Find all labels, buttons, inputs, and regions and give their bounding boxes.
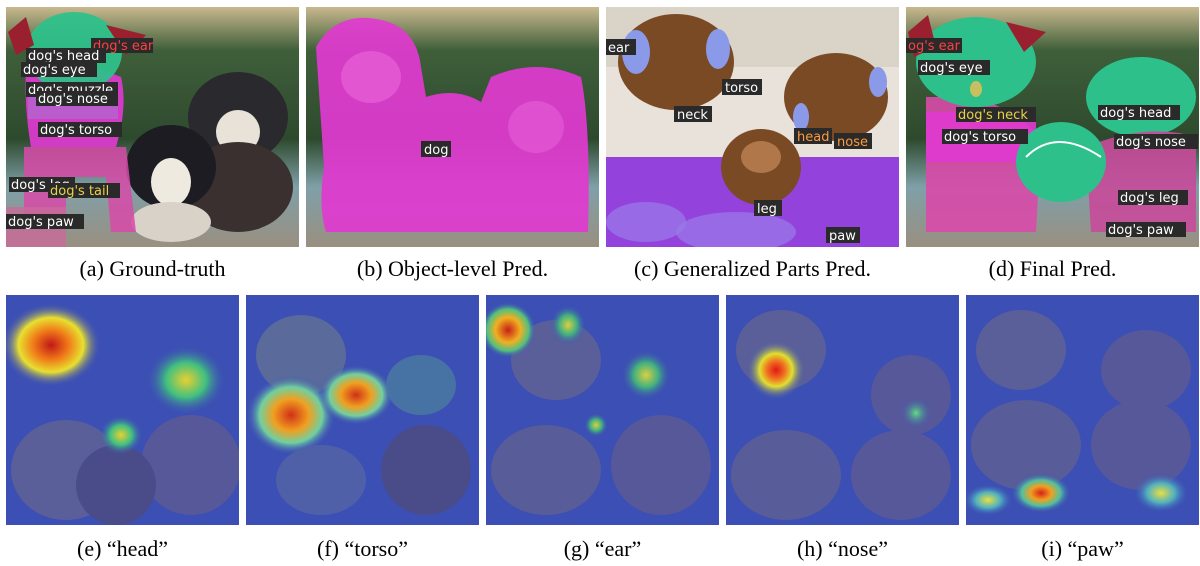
label-dogs-nose: dog's nose — [38, 92, 108, 107]
panel-final-pred: og's ear dog's eye dog's neck dog's head… — [906, 7, 1199, 247]
label-final-dogs-eye: dog's eye — [920, 61, 983, 76]
label-torso: torso — [725, 81, 758, 96]
label-final-dogs-paw: dog's paw — [1108, 223, 1174, 238]
caption-heatmap-paw: (i) “paw” — [1041, 536, 1124, 561]
panel-heatmap-paw — [966, 295, 1199, 525]
object-level-pred-image: dog — [306, 7, 599, 247]
label-dogs-head: dog's head — [28, 49, 99, 64]
ground-truth-image: dog's ear dog's head dog's eye dog's muz… — [6, 7, 299, 247]
panel-generalized-parts-pred: ear torso neck head nose leg paw — [606, 7, 899, 247]
final-pred-image: og's ear dog's eye dog's neck dog's head… — [906, 7, 1199, 247]
caption-object-level-pred: (b) Object-level Pred. — [356, 256, 549, 281]
caption-heatmap-torso: (f) “torso” — [316, 536, 408, 561]
label-head: head — [797, 130, 829, 145]
heatmap-paw-image — [966, 295, 1199, 525]
caption-heatmap-head: (e) “head” — [77, 536, 168, 561]
caption-heatmap-nose: (h) “nose” — [796, 536, 888, 561]
label-final-dogs-leg: dog's leg — [1120, 191, 1179, 206]
panel-ground-truth: dog's ear dog's head dog's eye dog's muz… — [6, 7, 299, 247]
panel-heatmap-nose — [726, 295, 959, 525]
caption-heatmap-ear: (g) “ear” — [563, 536, 642, 561]
label-final-dogs-head: dog's head — [1100, 106, 1171, 121]
label-final-dogs-nose: dog's nose — [1116, 135, 1186, 150]
caption-generalized-parts-pred: (c) Generalized Parts Pred. — [633, 256, 871, 281]
heatmap-ear-image — [486, 295, 719, 525]
label-nose: nose — [837, 135, 868, 150]
label-final-dogs-torso: dog's torso — [944, 130, 1016, 145]
label-ear: ear — [608, 41, 630, 56]
panel-heatmap-torso — [246, 295, 479, 525]
label-neck: neck — [677, 108, 708, 123]
label-final-dogs-ear: og's ear — [908, 39, 961, 54]
panel-heatmap-head — [6, 295, 239, 525]
panel-object-level-pred: dog — [306, 7, 599, 247]
label-dog: dog — [424, 143, 448, 158]
heatmap-head-image — [6, 295, 239, 525]
label-dogs-torso: dog's torso — [40, 123, 112, 138]
panel-heatmap-ear — [486, 295, 719, 525]
heatmap-torso-image — [246, 295, 479, 525]
label-final-dogs-neck: dog's neck — [958, 108, 1028, 123]
caption-ground-truth: (a) Ground-truth — [79, 256, 226, 281]
heatmap-nose-image — [726, 295, 959, 525]
label-dogs-paw: dog's paw — [8, 215, 74, 230]
label-dogs-eye: dog's eye — [23, 63, 86, 78]
label-dogs-ear: dog's ear — [93, 39, 154, 54]
label-dogs-tail: dog's tail — [50, 184, 109, 199]
label-leg: leg — [757, 202, 777, 217]
label-paw: paw — [829, 229, 856, 244]
generalized-parts-pred-image: ear torso neck head nose leg paw — [606, 7, 899, 247]
caption-final-pred: (d) Final Pred. — [988, 256, 1117, 281]
